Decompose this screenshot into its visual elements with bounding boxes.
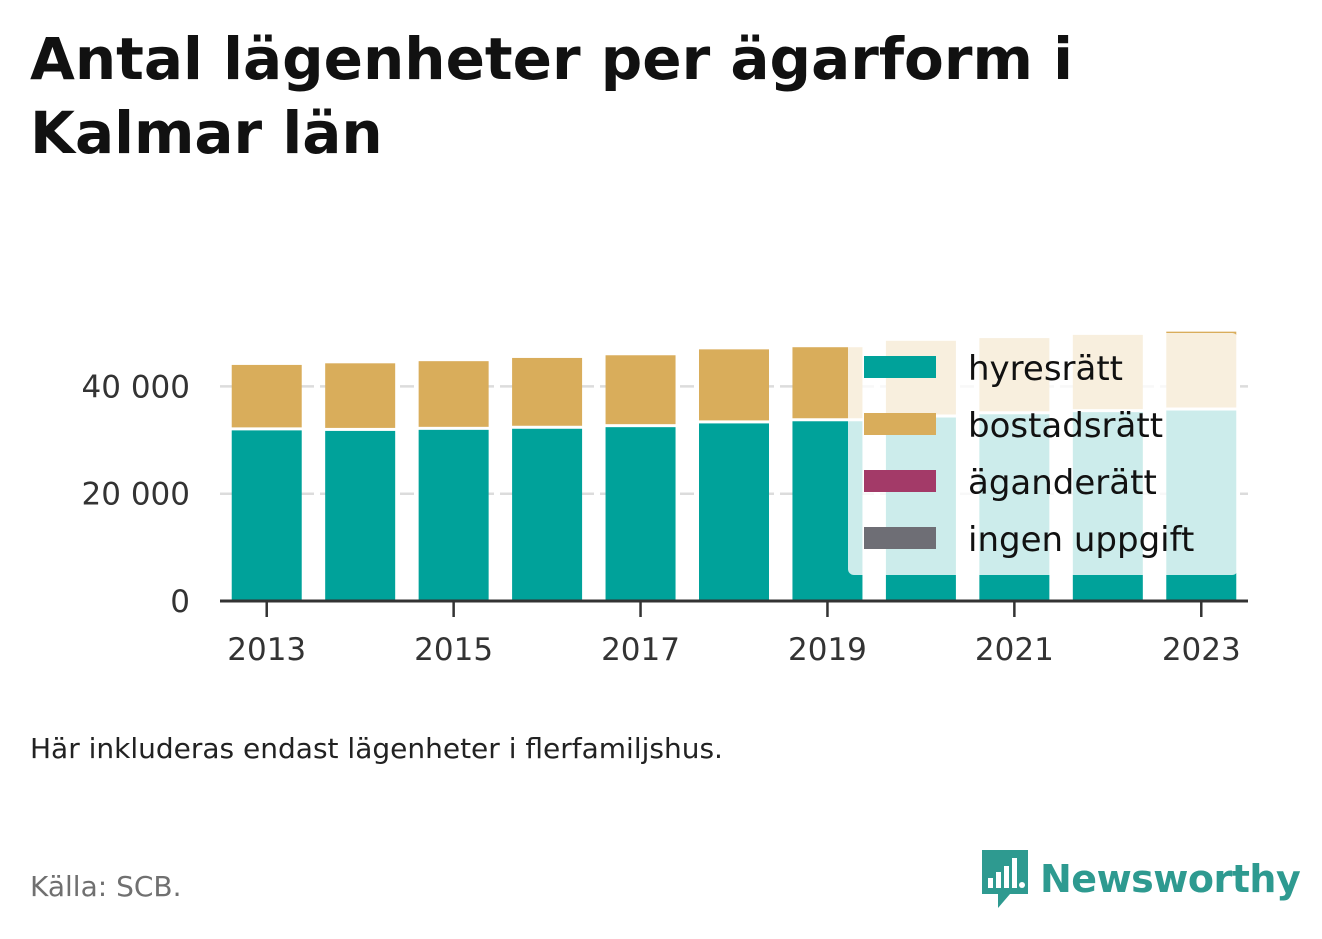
bar-bostadsratt-2018 [699,349,769,421]
x-tick-label: 2019 [788,632,867,668]
axes: 0 20 000 40 000 2013 2015 2017 2019 2021 2023 [82,369,1248,668]
bar-hyresratt-2016 [512,428,583,601]
x-tick-label: 2023 [1162,632,1241,668]
legend-swatch [864,470,936,492]
bar-hyresratt-2017 [605,427,676,601]
legend-label: ingen uppgift [968,520,1194,560]
x-tick-label: 2015 [414,632,493,668]
bar-chart-bubble-icon [982,850,1028,908]
source-text: Källa: SCB. [30,870,182,903]
y-tick-label: 0 [170,584,190,620]
stacked-bar-chart: 0 20 000 40 000 2013 2015 2017 2019 2021 2023 hy… [82,331,1248,668]
x-tick-label: 2013 [227,632,306,668]
legend-swatch [864,413,936,435]
legend-label: äganderätt [968,463,1157,503]
brand-name: Newsworthy [1040,857,1301,901]
bar-bostadsratt-2015 [418,361,489,427]
y-tick-label: 20 000 [82,477,190,513]
legend-label: bostadsrätt [968,406,1163,446]
legend-label: hyresrätt [968,349,1123,389]
legend: hyresrätt bostadsrätt äganderätt ingen uppg… [848,333,1238,575]
bar-bostadsratt-2014 [325,363,396,428]
bar-hyresratt-2015 [418,429,489,601]
bar-hyresratt-2014 [325,430,396,601]
bar-hyresratt-2013 [231,430,302,601]
x-tick-label: 2017 [601,632,680,668]
legend-swatch [864,527,936,549]
chart-title: Antal lägenheter per ägarform i Kalmar l… [30,25,1074,167]
bar-bostadsratt-2013 [231,364,302,428]
legend-swatch [864,356,936,378]
legend-background [848,333,1238,575]
bar-hyresratt-2018 [699,423,769,601]
y-tick-label: 40 000 [82,369,190,405]
chart-note: Här inkluderas endast lägenheter i flerf… [30,732,723,765]
bar-bostadsratt-2016 [512,357,583,426]
bar-bostadsratt-2017 [605,355,676,425]
x-tick-label: 2021 [975,632,1054,668]
brand-logo: Newsworthy [980,848,1301,910]
